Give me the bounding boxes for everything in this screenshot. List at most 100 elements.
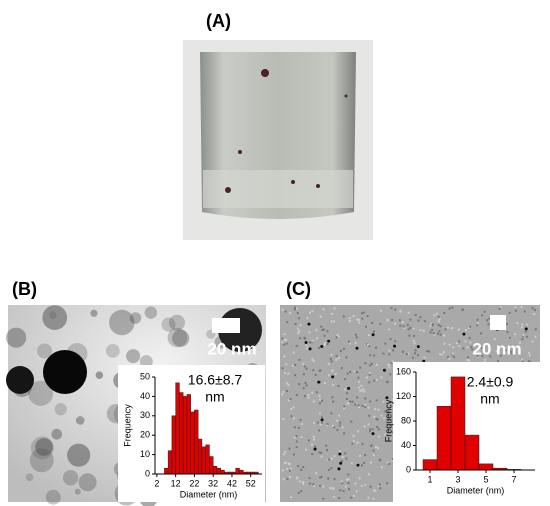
grain	[417, 319, 420, 322]
grain	[302, 363, 305, 366]
grain	[437, 324, 440, 327]
grain	[327, 477, 330, 480]
scale-bar-label: 20 nm	[472, 339, 521, 358]
grain	[283, 462, 286, 465]
grain	[462, 332, 466, 336]
grain	[319, 476, 322, 479]
grain	[335, 358, 338, 361]
y-axis-label: Frequency	[122, 404, 132, 447]
grain	[340, 480, 343, 483]
y-tick-label: 40	[401, 440, 411, 450]
grain	[358, 321, 361, 324]
grain	[411, 356, 414, 359]
grain	[319, 398, 322, 401]
grain	[342, 490, 345, 493]
grain	[311, 391, 314, 394]
grain	[333, 495, 336, 498]
grain	[332, 487, 335, 490]
grain	[390, 361, 393, 364]
grain	[407, 311, 410, 314]
grain	[451, 346, 454, 349]
grain	[523, 310, 526, 313]
grain	[368, 414, 371, 417]
grain	[294, 374, 297, 377]
grain	[524, 327, 528, 331]
grain	[368, 381, 371, 384]
grain	[372, 497, 375, 500]
grain	[414, 314, 417, 317]
grain	[292, 453, 295, 456]
grain	[357, 430, 360, 433]
grain	[288, 447, 291, 450]
grain	[348, 317, 351, 320]
grain	[455, 342, 458, 345]
grain	[299, 337, 302, 340]
grain	[373, 379, 376, 382]
grain	[458, 345, 461, 348]
grain	[281, 337, 284, 340]
grain	[481, 314, 484, 317]
grain	[453, 356, 456, 359]
grain	[285, 389, 288, 392]
grain	[527, 360, 530, 363]
grain	[341, 426, 344, 429]
grain	[326, 449, 329, 452]
grain	[286, 477, 289, 480]
grain	[308, 477, 311, 480]
grain	[363, 461, 366, 464]
inset-background	[393, 362, 540, 502]
grain	[365, 376, 368, 379]
grain	[343, 388, 346, 391]
grain	[129, 312, 142, 324]
bar	[175, 382, 180, 475]
grain	[488, 317, 491, 320]
grain	[337, 357, 340, 360]
grain	[298, 330, 301, 333]
grain	[285, 461, 288, 464]
grain	[505, 322, 508, 325]
grain	[320, 455, 323, 458]
grain	[469, 341, 472, 344]
grain	[331, 375, 335, 379]
grain	[385, 482, 388, 485]
grain	[360, 464, 363, 467]
grain	[371, 321, 374, 324]
grain	[481, 355, 484, 358]
grain	[312, 484, 315, 487]
y-axis-label: Frequency	[383, 399, 393, 442]
grain	[307, 396, 310, 399]
grain	[451, 306, 454, 309]
grain	[383, 417, 386, 420]
grain	[477, 322, 480, 325]
grain	[359, 454, 362, 457]
grain	[385, 396, 389, 400]
grain	[398, 319, 401, 322]
grain	[296, 476, 299, 479]
grain	[531, 306, 534, 309]
grain	[407, 352, 410, 355]
annotation: nm	[480, 391, 499, 407]
bar	[235, 467, 240, 475]
grain	[375, 445, 378, 448]
grain	[378, 435, 381, 438]
grain	[321, 329, 324, 332]
grain	[429, 331, 432, 334]
grain	[309, 341, 312, 344]
grain	[109, 309, 135, 336]
grain	[95, 371, 104, 380]
grain	[408, 334, 411, 337]
grain	[346, 392, 349, 395]
grain	[476, 318, 479, 321]
grain	[406, 324, 409, 327]
grain	[354, 333, 357, 336]
grain	[368, 473, 371, 476]
grain	[318, 394, 321, 397]
grain	[332, 400, 335, 403]
grain	[439, 353, 442, 356]
grain	[6, 366, 34, 394]
grain	[347, 481, 350, 484]
grain	[394, 308, 397, 311]
y-tick-label: 80	[401, 415, 411, 425]
grain	[339, 421, 342, 424]
grain	[313, 447, 317, 451]
